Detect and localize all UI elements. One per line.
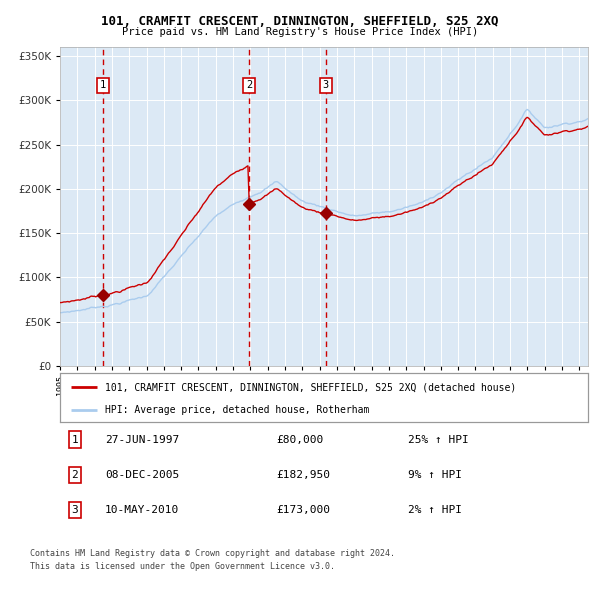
Text: 2: 2 bbox=[246, 80, 253, 90]
Text: 101, CRAMFIT CRESCENT, DINNINGTON, SHEFFIELD, S25 2XQ (detached house): 101, CRAMFIT CRESCENT, DINNINGTON, SHEFF… bbox=[105, 382, 516, 392]
Text: 1: 1 bbox=[100, 80, 106, 90]
Text: 2% ↑ HPI: 2% ↑ HPI bbox=[408, 506, 462, 515]
Text: 3: 3 bbox=[323, 80, 329, 90]
Text: Contains HM Land Registry data © Crown copyright and database right 2024.: Contains HM Land Registry data © Crown c… bbox=[30, 549, 395, 558]
Text: 25% ↑ HPI: 25% ↑ HPI bbox=[408, 435, 469, 444]
Text: £80,000: £80,000 bbox=[276, 435, 323, 444]
Text: 27-JUN-1997: 27-JUN-1997 bbox=[105, 435, 179, 444]
Text: 1: 1 bbox=[71, 435, 79, 444]
Text: 101, CRAMFIT CRESCENT, DINNINGTON, SHEFFIELD, S25 2XQ: 101, CRAMFIT CRESCENT, DINNINGTON, SHEFF… bbox=[101, 15, 499, 28]
Text: 9% ↑ HPI: 9% ↑ HPI bbox=[408, 470, 462, 480]
Text: Price paid vs. HM Land Registry's House Price Index (HPI): Price paid vs. HM Land Registry's House … bbox=[122, 27, 478, 37]
Text: 08-DEC-2005: 08-DEC-2005 bbox=[105, 470, 179, 480]
Text: 2: 2 bbox=[71, 470, 79, 480]
Text: 10-MAY-2010: 10-MAY-2010 bbox=[105, 506, 179, 515]
Text: This data is licensed under the Open Government Licence v3.0.: This data is licensed under the Open Gov… bbox=[30, 562, 335, 571]
Text: £173,000: £173,000 bbox=[276, 506, 330, 515]
Text: 3: 3 bbox=[71, 506, 79, 515]
Text: £182,950: £182,950 bbox=[276, 470, 330, 480]
Text: HPI: Average price, detached house, Rotherham: HPI: Average price, detached house, Roth… bbox=[105, 405, 369, 415]
